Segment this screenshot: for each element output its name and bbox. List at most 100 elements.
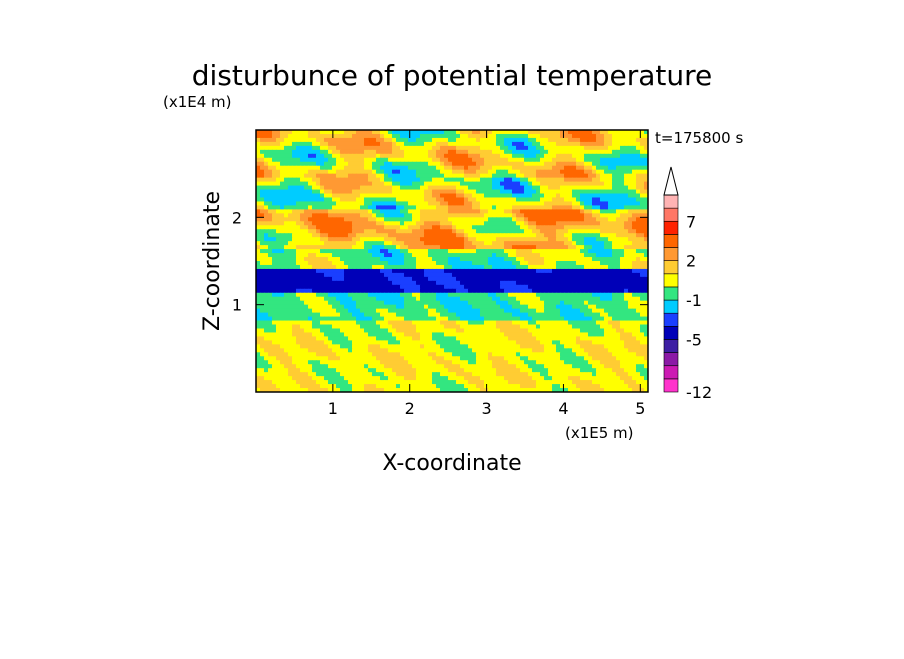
field-cell: [420, 304, 425, 310]
field-cell: [384, 312, 389, 318]
field-cell: [532, 205, 537, 210]
field-cell: [616, 145, 621, 151]
field-cell: [572, 165, 577, 171]
field-cell: [272, 292, 277, 298]
field-cell: [412, 320, 417, 326]
field-cell: [448, 161, 453, 167]
field-cell: [600, 233, 605, 238]
field-cell: [588, 296, 593, 302]
field-cell: [344, 304, 349, 310]
field-cell: [420, 169, 425, 175]
field-cell: [520, 296, 525, 302]
field-cell: [636, 165, 641, 171]
field-cell: [432, 292, 437, 298]
field-cell: [536, 145, 541, 151]
field-cell: [432, 221, 437, 226]
field-cell: [496, 324, 501, 330]
field-cell: [616, 253, 621, 258]
field-cell: [448, 264, 453, 270]
field-cell: [640, 280, 645, 286]
field-cell: [596, 276, 601, 282]
field-cell: [304, 308, 309, 314]
field-cell: [500, 181, 505, 187]
field-cell: [532, 300, 537, 306]
field-cell: [404, 177, 409, 183]
field-cell: [568, 300, 573, 306]
field-cell: [312, 288, 317, 294]
field-cell: [436, 241, 441, 246]
field-cell: [616, 209, 621, 214]
field-cell: [312, 165, 317, 171]
field-cell: [628, 276, 633, 282]
field-cell: [624, 257, 629, 262]
field-cell: [628, 181, 633, 187]
field-cell: [560, 137, 565, 143]
field-cell: [472, 153, 477, 159]
field-cell: [568, 177, 573, 183]
field-cell: [280, 133, 285, 139]
field-cell: [604, 272, 609, 278]
field-cell: [612, 177, 617, 183]
field-cell: [388, 153, 393, 159]
field-cell: [492, 320, 497, 326]
field-cell: [644, 280, 648, 286]
field-cell: [356, 165, 361, 171]
field-cell: [628, 264, 633, 270]
field-cell: [460, 197, 465, 203]
field-cell: [312, 213, 317, 218]
field-cell: [256, 324, 261, 330]
field-cell: [284, 157, 289, 163]
field-cell: [256, 320, 261, 326]
field-cell: [412, 169, 417, 175]
field-cell: [308, 300, 313, 306]
field-cell: [472, 276, 477, 282]
field-cell: [404, 137, 409, 143]
field-cell: [328, 233, 333, 238]
field-cell: [536, 205, 541, 210]
field-cell: [636, 300, 641, 306]
field-cell: [300, 153, 305, 159]
field-cell: [644, 257, 648, 262]
field-cell: [396, 193, 401, 199]
field-cell: [304, 264, 309, 270]
field-cell: [296, 276, 301, 282]
field-cell: [320, 249, 325, 254]
field-cell: [348, 201, 353, 207]
field-cell: [316, 312, 321, 318]
field-cell: [340, 205, 345, 210]
field-cell: [608, 185, 613, 191]
field-cell: [384, 169, 389, 175]
field-cell: [544, 169, 549, 175]
field-cell: [328, 284, 333, 290]
field-cell: [512, 149, 517, 155]
field-cell: [640, 261, 645, 266]
field-cell: [584, 189, 589, 195]
field-cell: [368, 157, 373, 163]
field-cell: [344, 288, 349, 294]
field-cell: [492, 153, 497, 159]
field-cell: [404, 249, 409, 254]
field-cell: [596, 197, 601, 203]
field-cell: [332, 324, 337, 330]
field-cell: [576, 308, 581, 314]
field-cell: [644, 308, 648, 314]
field-cell: [336, 157, 341, 163]
field-cell: [592, 237, 597, 242]
field-cell: [632, 288, 637, 294]
field-cell: [420, 245, 425, 250]
field-cell: [372, 209, 377, 214]
field-cell: [576, 253, 581, 258]
field-cell: [360, 272, 365, 278]
field-cell: [504, 261, 509, 266]
field-cell: [348, 284, 353, 290]
field-cell: [284, 233, 289, 238]
field-cell: [352, 213, 357, 218]
field-cell: [532, 201, 537, 207]
field-cell: [352, 181, 357, 187]
field-cell: [536, 197, 541, 203]
field-cell: [508, 304, 513, 310]
field-cell: [516, 181, 521, 187]
field-cell: [428, 253, 433, 258]
field-cell: [312, 229, 317, 234]
field-cell: [296, 272, 301, 278]
